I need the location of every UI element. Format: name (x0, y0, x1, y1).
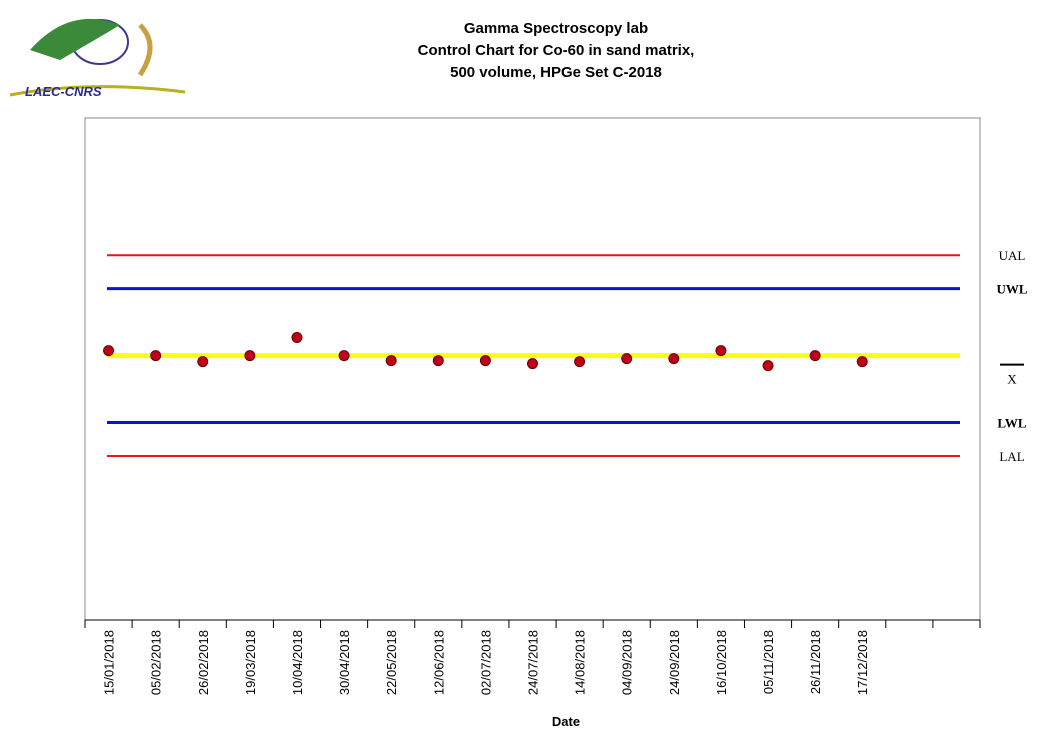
limit-label: UWL (996, 282, 1027, 297)
data-point (668, 353, 680, 365)
x-tick-label: 02/07/2018 (478, 630, 493, 695)
data-point (527, 358, 538, 370)
data-point (385, 355, 397, 367)
data-point (809, 350, 821, 362)
data-point (338, 350, 350, 362)
x-tick-label: 19/03/2018 (243, 630, 258, 695)
chart-title: 500 volume, HPGe Set C-2018 (450, 64, 662, 81)
x-tick-label: 26/02/2018 (196, 630, 211, 695)
x-tick-label: 30/04/2018 (337, 630, 352, 695)
data-point (291, 332, 303, 344)
data-point (762, 360, 774, 372)
x-tick-label: 24/07/2018 (526, 630, 541, 695)
x-tick-label: 14/08/2018 (573, 630, 588, 695)
limit-label: X (1007, 372, 1017, 387)
x-axis-label: Date (552, 714, 580, 729)
x-tick-label: 15/01/2018 (102, 630, 117, 695)
limit-label: LAL (999, 449, 1024, 464)
x-tick-label: 05/11/2018 (761, 630, 776, 694)
data-point (715, 345, 727, 357)
x-tick-label: 16/10/2018 (714, 630, 729, 695)
data-point (856, 356, 868, 368)
chart-title: Gamma Spectroscopy lab (464, 20, 648, 37)
logo-text: LAEC-CNRS (25, 84, 102, 99)
data-point (244, 350, 256, 362)
logo: LAEC-CNRS (9, 18, 186, 99)
x-tick-label: 22/05/2018 (384, 630, 399, 695)
data-point (432, 355, 444, 367)
x-tick-label: 04/09/2018 (620, 630, 635, 695)
data-point (574, 356, 586, 368)
x-tick-label: 12/06/2018 (431, 630, 446, 695)
data-point (479, 355, 491, 367)
x-tick-label: 10/04/2018 (290, 630, 305, 695)
data-point (621, 353, 633, 365)
data-point (197, 356, 209, 368)
limit-label: LWL (997, 416, 1026, 431)
x-tick-label: 26/11/2018 (808, 630, 823, 694)
data-point (150, 350, 162, 362)
x-tick-label: 24/09/2018 (667, 630, 682, 695)
limit-label: UAL (999, 248, 1026, 263)
data-point (103, 345, 115, 357)
x-tick-label: 17/12/2018 (855, 630, 870, 695)
x-tick-label: 05/02/2018 (149, 630, 164, 695)
chart-title: Control Chart for Co-60 in sand matrix, (418, 42, 695, 59)
